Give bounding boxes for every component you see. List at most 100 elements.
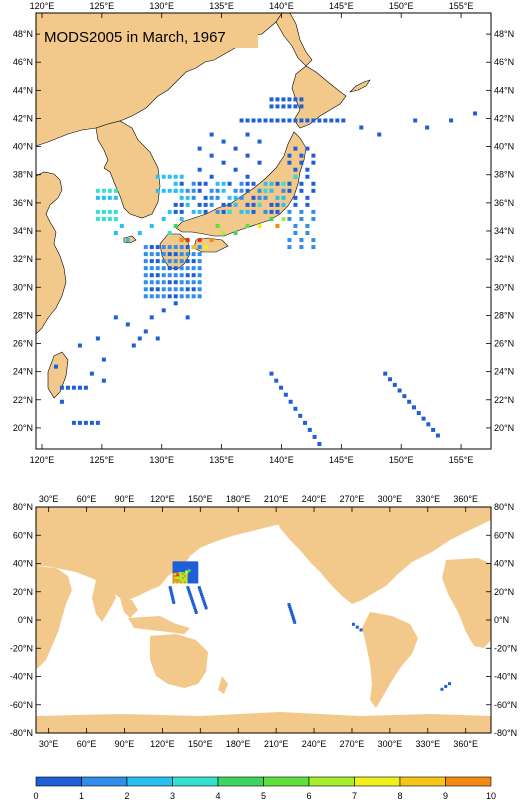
obs-cell bbox=[107, 209, 112, 214]
obs-cell bbox=[281, 195, 286, 200]
obs-cell bbox=[281, 118, 286, 123]
colorbar-boxes bbox=[35, 776, 492, 787]
obs-cell bbox=[311, 160, 316, 165]
obs-cell bbox=[179, 238, 184, 243]
obs-cell bbox=[195, 567, 199, 571]
obs-cell bbox=[215, 209, 220, 214]
obs-cell bbox=[197, 287, 202, 292]
obs-cell bbox=[167, 188, 172, 193]
obs-cell bbox=[149, 266, 154, 271]
obs-cell bbox=[351, 622, 355, 626]
obs-cell bbox=[181, 567, 185, 571]
obs-cell bbox=[77, 343, 82, 348]
obs-cell bbox=[167, 259, 172, 264]
obs-cell bbox=[377, 132, 382, 137]
obs-cell bbox=[191, 578, 195, 582]
obs-cell bbox=[227, 181, 232, 186]
obs-cell bbox=[215, 188, 220, 193]
obs-cell bbox=[189, 595, 193, 599]
obs-cell bbox=[179, 245, 184, 250]
obs-cell bbox=[101, 216, 106, 221]
colorbar-label: 7 bbox=[352, 791, 357, 801]
obs-cell bbox=[171, 596, 175, 600]
obs-cell bbox=[167, 266, 172, 271]
obs-cell bbox=[189, 578, 193, 582]
obs-cell bbox=[251, 202, 256, 207]
obs-cell bbox=[168, 586, 172, 590]
obs-cell bbox=[289, 608, 293, 612]
obs-cell bbox=[172, 578, 176, 582]
obs-cell bbox=[283, 392, 288, 397]
x-tick-label: 30°E bbox=[39, 739, 59, 749]
obs-cell bbox=[119, 223, 124, 228]
obs-cell bbox=[179, 174, 184, 179]
obs-cell bbox=[197, 209, 202, 214]
obs-cell bbox=[189, 580, 193, 584]
obs-cell bbox=[233, 231, 238, 235]
obs-cell bbox=[181, 569, 185, 573]
obs-cell bbox=[388, 377, 393, 382]
y-tick-label: -60°N bbox=[494, 700, 517, 710]
obs-cell bbox=[155, 280, 160, 285]
y-tick-label: 32°N bbox=[13, 254, 33, 264]
obs-cell bbox=[143, 252, 148, 257]
obs-cell bbox=[293, 202, 298, 207]
x-tick-label: 135°E bbox=[209, 1, 234, 11]
x-tick-label: 330°E bbox=[415, 494, 440, 504]
kurils bbox=[349, 79, 371, 93]
x-tick-label: 120°E bbox=[150, 494, 175, 504]
obs-cell bbox=[195, 576, 199, 580]
obs-cell bbox=[245, 118, 250, 123]
obs-cell bbox=[191, 245, 196, 250]
obs-cell bbox=[275, 202, 280, 207]
obs-cell bbox=[113, 231, 118, 235]
obs-cell bbox=[131, 343, 136, 348]
obs-cell bbox=[143, 280, 148, 285]
obs-cell bbox=[191, 601, 195, 605]
obs-cell bbox=[161, 280, 166, 285]
obs-cell bbox=[181, 571, 185, 575]
map-title: MODS2005 in March, 1967 bbox=[44, 29, 226, 46]
obs-cell bbox=[426, 422, 431, 427]
obs-cell bbox=[181, 574, 185, 578]
obs-cell bbox=[431, 427, 436, 432]
obs-cell bbox=[245, 209, 250, 214]
obs-cell bbox=[193, 578, 197, 582]
y-tick-label: 20°N bbox=[13, 423, 33, 433]
obs-cell bbox=[185, 574, 189, 578]
obs-cell bbox=[176, 561, 180, 565]
obs-cell bbox=[257, 195, 262, 200]
obs-cell bbox=[149, 245, 154, 250]
obs-cell bbox=[198, 588, 202, 592]
obs-cell bbox=[191, 195, 196, 200]
y-tick-label: 28°N bbox=[13, 310, 33, 320]
obs-cell bbox=[174, 576, 178, 580]
obs-cell bbox=[173, 188, 178, 193]
obs-cell bbox=[187, 580, 191, 584]
y-tick-label: 42°N bbox=[13, 113, 33, 123]
colorbar-label: 1 bbox=[79, 791, 84, 801]
obs-cell bbox=[197, 586, 201, 590]
obs-cell bbox=[416, 411, 421, 416]
obs-cell bbox=[311, 216, 316, 221]
obs-cell bbox=[179, 259, 184, 264]
x-tick-label: 360°E bbox=[453, 494, 478, 504]
obs-cell bbox=[185, 565, 189, 569]
y-tick-label: 26°N bbox=[494, 339, 514, 349]
eurasia bbox=[36, 507, 491, 600]
x-tick-label: 210°E bbox=[264, 739, 289, 749]
obs-cell bbox=[269, 118, 274, 123]
y-tick-label: 38°N bbox=[494, 170, 514, 180]
obs-cell bbox=[215, 195, 220, 200]
obs-cell bbox=[178, 565, 182, 569]
obs-cell bbox=[195, 563, 199, 567]
obs-cell bbox=[137, 231, 142, 235]
obs-cell bbox=[239, 209, 244, 214]
obs-cell bbox=[176, 565, 180, 569]
obs-cell bbox=[233, 188, 238, 193]
obs-cell bbox=[257, 118, 262, 123]
obs-cell bbox=[293, 195, 298, 200]
obs-cell bbox=[191, 567, 195, 571]
obs-cell bbox=[169, 590, 173, 594]
obs-cell bbox=[197, 181, 202, 186]
